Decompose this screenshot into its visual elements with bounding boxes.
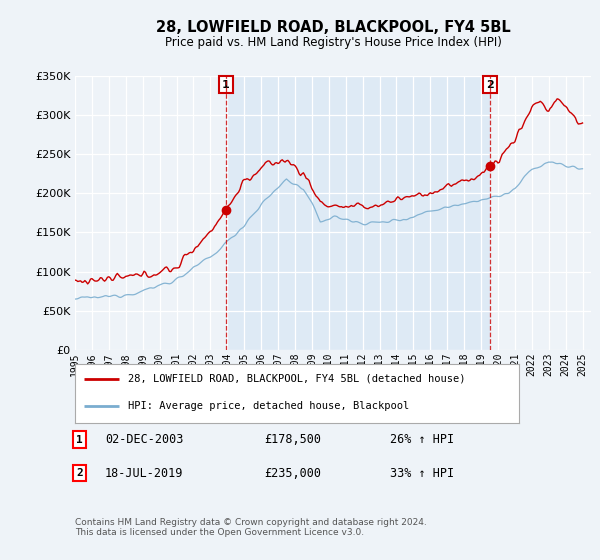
Text: 33% ↑ HPI: 33% ↑ HPI — [390, 466, 454, 480]
Text: 1: 1 — [76, 435, 83, 445]
Text: £178,500: £178,500 — [264, 433, 321, 446]
Text: 26% ↑ HPI: 26% ↑ HPI — [390, 433, 454, 446]
Text: 18-JUL-2019: 18-JUL-2019 — [105, 466, 184, 480]
Text: 2: 2 — [76, 468, 83, 478]
Text: 2: 2 — [487, 80, 494, 90]
Text: 1: 1 — [222, 80, 230, 90]
Text: HPI: Average price, detached house, Blackpool: HPI: Average price, detached house, Blac… — [128, 402, 410, 412]
Bar — [226, 76, 490, 350]
Text: Price paid vs. HM Land Registry's House Price Index (HPI): Price paid vs. HM Land Registry's House … — [164, 36, 502, 49]
Text: 02-DEC-2003: 02-DEC-2003 — [105, 433, 184, 446]
Text: £235,000: £235,000 — [264, 466, 321, 480]
Text: Contains HM Land Registry data © Crown copyright and database right 2024.
This d: Contains HM Land Registry data © Crown c… — [75, 518, 427, 538]
Text: 28, LOWFIELD ROAD, BLACKPOOL, FY4 5BL (detached house): 28, LOWFIELD ROAD, BLACKPOOL, FY4 5BL (d… — [128, 374, 466, 384]
Text: 28, LOWFIELD ROAD, BLACKPOOL, FY4 5BL: 28, LOWFIELD ROAD, BLACKPOOL, FY4 5BL — [155, 20, 511, 35]
